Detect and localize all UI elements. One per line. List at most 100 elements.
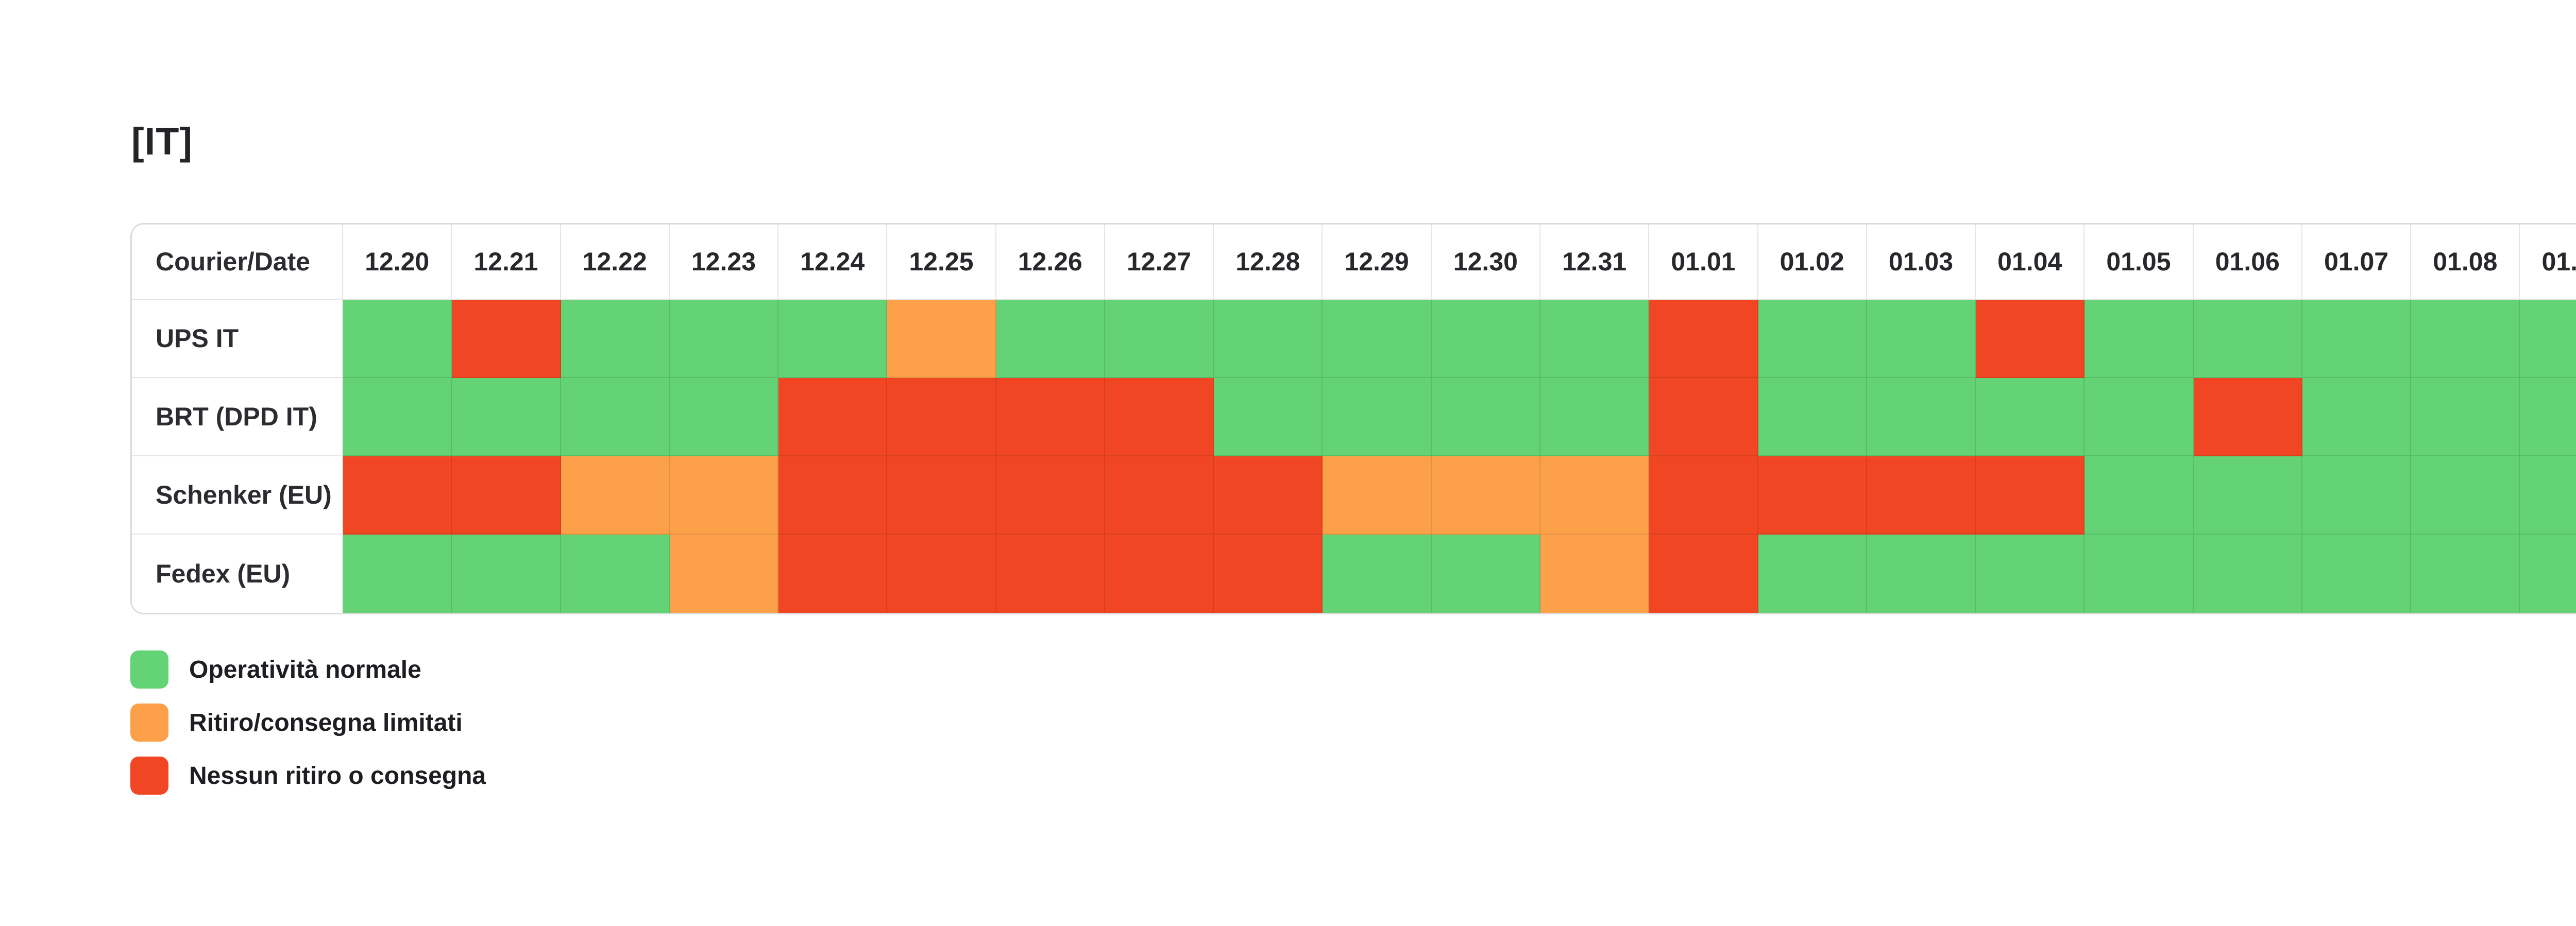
date-header-cell: 12.29 [1323, 225, 1432, 300]
date-header-cell: 01.09 [2520, 225, 2576, 300]
legend-label: Operatività normale [189, 656, 421, 683]
status-cell [2302, 300, 2412, 378]
status-cell [1431, 378, 1540, 456]
date-header-cell: 01.04 [1976, 225, 2085, 300]
legend-item: Operatività normale [130, 650, 486, 689]
date-header-cell: 01.01 [1649, 225, 1758, 300]
courier-label: UPS IT [132, 300, 343, 378]
status-cell [887, 378, 996, 456]
status-cell [778, 535, 888, 613]
status-cell [343, 456, 452, 535]
status-cell [1323, 300, 1432, 378]
status-cell [1758, 378, 1867, 456]
status-cell [2084, 300, 2194, 378]
status-cell [1540, 300, 1650, 378]
date-header-cell: 01.07 [2302, 225, 2412, 300]
legend-label: Nessun ritiro o consegna [189, 762, 486, 790]
legend: Operatività normale Ritiro/consegna limit… [130, 650, 486, 795]
courier-label: Schenker (EU) [132, 456, 343, 535]
status-cell [561, 378, 670, 456]
status-cell [1758, 535, 1867, 613]
status-cell [1540, 378, 1650, 456]
status-cell [561, 456, 670, 535]
status-cell [996, 300, 1105, 378]
date-header-cell: 12.22 [561, 225, 670, 300]
date-header-cell: 12.25 [887, 225, 996, 300]
status-cell [996, 535, 1105, 613]
status-cell [1431, 300, 1540, 378]
status-cell [1867, 535, 1976, 613]
status-cell [2193, 456, 2302, 535]
status-cell [1758, 300, 1867, 378]
status-cell [2302, 378, 2412, 456]
status-cell [2193, 378, 2302, 456]
date-header-cell: 01.08 [2411, 225, 2520, 300]
status-cell [1649, 300, 1758, 378]
status-cell [1105, 535, 1214, 613]
status-cell [1867, 300, 1976, 378]
status-cell [2520, 378, 2576, 456]
status-cell [343, 535, 452, 613]
status-cell [1867, 378, 1976, 456]
status-cell [1105, 300, 1214, 378]
status-cell [1105, 456, 1214, 535]
status-cell [2302, 456, 2412, 535]
status-cell [2084, 456, 2194, 535]
status-cell [669, 378, 779, 456]
status-cell [1540, 456, 1650, 535]
status-cell [887, 535, 996, 613]
status-cell [778, 300, 888, 378]
status-table: Courier/Date 12.20 12.21 12.22 12.23 12.24 12… [130, 223, 2576, 614]
date-header-cell: 12.20 [343, 225, 452, 300]
status-cell [1649, 535, 1758, 613]
status-cell [561, 300, 670, 378]
status-cell [2520, 535, 2576, 613]
status-cell [452, 535, 561, 613]
status-cell [452, 300, 561, 378]
status-cell [2411, 300, 2520, 378]
status-cell [778, 378, 888, 456]
status-cell [1431, 456, 1540, 535]
status-cell [1323, 378, 1432, 456]
status-cell [887, 300, 996, 378]
date-header-cell: 12.21 [452, 225, 561, 300]
status-cell [2411, 378, 2520, 456]
date-header-cell: 12.24 [778, 225, 888, 300]
status-cell [452, 456, 561, 535]
status-cell [1867, 456, 1976, 535]
status-cell [2193, 300, 2302, 378]
status-cell [669, 456, 779, 535]
date-header-cell: 12.28 [1214, 225, 1323, 300]
status-cell [1214, 378, 1323, 456]
status-cell [1214, 535, 1323, 613]
status-cell [1976, 456, 2085, 535]
status-cell [1976, 535, 2085, 613]
status-cell [452, 378, 561, 456]
status-cell [1976, 378, 2085, 456]
status-cell [2084, 378, 2194, 456]
legend-swatch [130, 757, 168, 795]
status-cell [669, 535, 779, 613]
date-header-cell: 12.31 [1540, 225, 1650, 300]
status-cell [561, 535, 670, 613]
status-cell [996, 378, 1105, 456]
date-header-cell: 12.23 [669, 225, 779, 300]
status-cell [1105, 378, 1214, 456]
legend-item: Ritiro/consegna limitati [130, 704, 486, 742]
date-header-cell: 01.02 [1758, 225, 1867, 300]
status-cell [996, 456, 1105, 535]
status-cell [1976, 300, 2085, 378]
legend-item: Nessun ritiro o consegna [130, 757, 486, 795]
status-cell [1649, 378, 1758, 456]
date-header-cell: 12.30 [1431, 225, 1540, 300]
status-cell [1540, 535, 1650, 613]
status-cell [343, 378, 452, 456]
status-cell [1758, 456, 1867, 535]
status-cell [778, 456, 888, 535]
status-cell [2302, 535, 2412, 613]
status-cell [669, 300, 779, 378]
date-header-cell: 01.06 [2193, 225, 2302, 300]
status-cell [2411, 535, 2520, 613]
legend-label: Ritiro/consegna limitati [189, 709, 463, 736]
status-cell [1323, 456, 1432, 535]
